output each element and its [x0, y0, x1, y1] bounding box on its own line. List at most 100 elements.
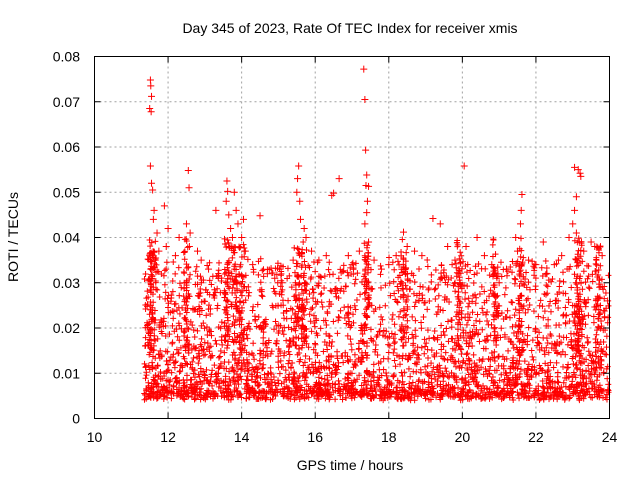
data-point: [480, 252, 488, 260]
data-point: [393, 388, 400, 395]
data-point: [300, 239, 307, 246]
data-point: [424, 256, 431, 263]
data-point: [365, 269, 372, 276]
data-point: [516, 346, 523, 353]
data-point: [238, 292, 245, 299]
data-point: [152, 238, 159, 245]
data-point: [182, 306, 189, 313]
data-point: [562, 393, 569, 400]
data-point: [151, 264, 158, 271]
data-point: [554, 373, 561, 380]
data-point: [487, 363, 494, 370]
data-point: [273, 322, 280, 329]
data-point: [387, 292, 394, 299]
data-point: [363, 260, 370, 267]
data-point: [316, 384, 323, 391]
data-point: [272, 340, 279, 347]
data-point: [340, 381, 347, 388]
data-point: [319, 303, 326, 310]
data-point: [590, 313, 597, 320]
data-point: [325, 380, 332, 387]
data-point: [603, 351, 610, 358]
data-point: [594, 373, 601, 380]
y-tick-label: 0.08: [53, 49, 80, 65]
data-point: [200, 395, 207, 402]
data-point: [580, 268, 587, 275]
data-point: [491, 378, 498, 385]
data-point: [417, 283, 424, 290]
data-point: [164, 377, 171, 384]
data-point: [473, 317, 480, 324]
data-point: [394, 283, 401, 290]
data-point: [246, 326, 253, 333]
data-point: [270, 374, 277, 381]
data-point: [323, 357, 330, 364]
data-point: [578, 242, 585, 249]
data-point: [294, 175, 302, 183]
data-point: [418, 369, 425, 376]
data-point: [394, 384, 401, 391]
data-point: [462, 243, 470, 251]
data-point: [176, 322, 183, 329]
data-point: [322, 252, 330, 260]
data-point: [591, 371, 598, 378]
data-point: [493, 305, 500, 312]
y-tick-label: 0.01: [53, 365, 80, 381]
data-point: [344, 269, 351, 276]
data-point: [588, 380, 595, 387]
data-point: [211, 286, 218, 293]
data-point: [407, 373, 414, 380]
data-point: [293, 263, 300, 270]
data-point: [436, 362, 443, 369]
data-point: [513, 374, 520, 381]
data-point: [255, 382, 262, 389]
data-point: [250, 366, 257, 373]
data-point: [528, 347, 535, 354]
data-point: [308, 328, 315, 335]
data-point: [187, 381, 194, 388]
data-point: [402, 387, 409, 394]
data-point: [149, 314, 156, 321]
data-point: [562, 383, 569, 390]
data-point: [206, 328, 213, 335]
data-point: [593, 268, 600, 275]
data-point: [163, 259, 170, 266]
data-point: [494, 391, 501, 398]
data-point: [316, 369, 323, 376]
data-point: [202, 351, 209, 358]
data-point: [438, 322, 445, 329]
y-tick-label: 0.04: [53, 230, 80, 246]
data-point: [186, 229, 194, 237]
data-point: [558, 252, 566, 260]
data-point: [216, 364, 223, 371]
data-point: [364, 279, 371, 286]
data-point: [298, 286, 305, 293]
data-point: [275, 377, 282, 384]
data-point: [175, 234, 183, 241]
data-point: [336, 390, 343, 397]
data-point: [425, 286, 432, 293]
data-point: [282, 367, 289, 374]
data-point: [454, 326, 461, 333]
data-point: [515, 392, 522, 399]
data-point: [301, 270, 308, 277]
data-point: [505, 376, 512, 383]
data-point: [238, 394, 245, 401]
data-point: [217, 325, 224, 332]
data-point: [537, 395, 544, 402]
data-point: [272, 265, 279, 272]
data-point: [391, 357, 398, 364]
data-point: [343, 320, 350, 327]
data-point: [491, 325, 498, 332]
data-point: [165, 361, 172, 368]
data-point: [459, 375, 466, 382]
data-point: [268, 348, 275, 355]
data-point: [207, 354, 214, 361]
data-point: [225, 393, 232, 400]
data-point: [277, 357, 284, 364]
data-point: [591, 243, 599, 251]
data-point: [280, 263, 287, 270]
data-point: [519, 391, 526, 398]
data-point: [148, 384, 155, 391]
data-point: [167, 309, 174, 316]
